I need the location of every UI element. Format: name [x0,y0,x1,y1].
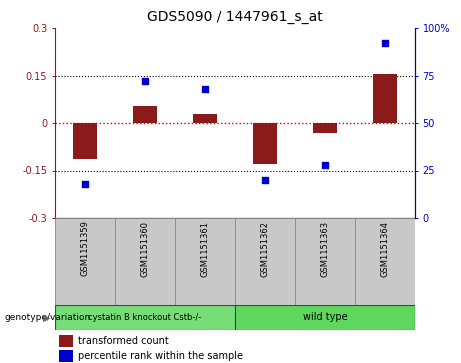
Bar [235,218,295,305]
Text: ▶: ▶ [43,313,50,322]
Bar [133,106,157,123]
Bar [295,218,355,305]
Title: GDS5090 / 1447961_s_at: GDS5090 / 1447961_s_at [147,10,323,24]
Text: percentile rank within the sample: percentile rank within the sample [78,351,243,361]
Bar [55,218,115,305]
Bar [313,123,337,132]
Text: wild type: wild type [303,313,347,322]
Text: genotype/variation: genotype/variation [5,313,91,322]
Bar [175,218,235,305]
Text: GSM1151362: GSM1151362 [260,221,270,277]
Point [81,181,89,187]
Bar [193,114,217,123]
Bar [355,218,415,305]
Bar [115,218,175,305]
Point [381,40,389,46]
Point [201,86,209,92]
Text: cystatin B knockout Cstb-/-: cystatin B knockout Cstb-/- [89,313,201,322]
Bar [373,74,397,123]
Text: GSM1151359: GSM1151359 [81,221,89,277]
Text: GSM1151361: GSM1151361 [201,221,209,277]
Bar [55,305,235,330]
Text: GSM1151363: GSM1151363 [320,221,330,277]
Bar [235,305,415,330]
Point [321,162,329,168]
Text: GSM1151360: GSM1151360 [141,221,149,277]
Point [142,78,149,84]
Point [261,177,269,183]
Bar [73,123,97,159]
Text: GSM1151364: GSM1151364 [380,221,390,277]
Bar [59,335,73,347]
Bar [59,350,73,362]
Bar [253,123,277,164]
Text: transformed count: transformed count [78,336,169,346]
